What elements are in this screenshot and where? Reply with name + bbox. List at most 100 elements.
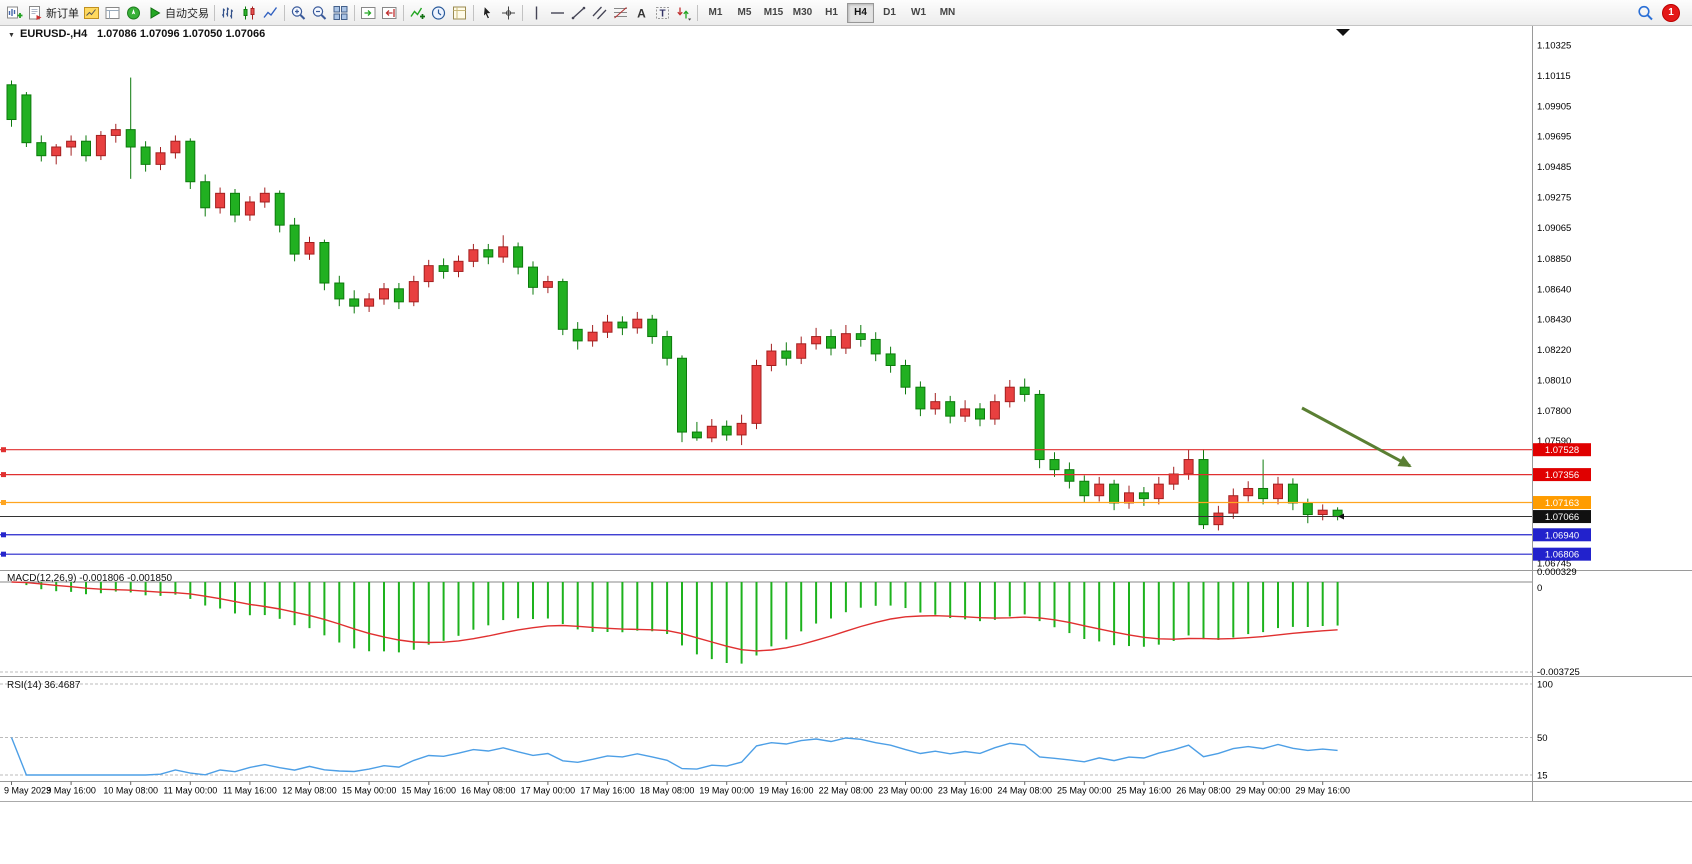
auto-scroll-icon (360, 5, 377, 21)
rsi-axis: 100 50 15 (1537, 680, 1553, 782)
auto-scroll-button[interactable] (358, 3, 379, 23)
scroll-to-end-marker[interactable] (1336, 29, 1350, 36)
data-window-button[interactable] (102, 3, 123, 23)
tile-icon (332, 5, 349, 21)
line-chart-button[interactable] (260, 3, 281, 23)
svg-text:19 May 16:00: 19 May 16:00 (759, 786, 814, 796)
svg-text:-0.003725: -0.003725 (1537, 667, 1580, 678)
timeframe-m5-button[interactable]: M5 (737, 7, 752, 18)
trendline-button[interactable] (568, 3, 589, 23)
order-doc-icon (27, 5, 44, 21)
hline-1.07356[interactable] (0, 472, 1532, 478)
new-chart-button[interactable] (4, 3, 25, 23)
timeframe-mn-button[interactable]: MN (939, 7, 956, 18)
rsi-line (10, 737, 1338, 776)
svg-text:17 May 16:00: 17 May 16:00 (580, 786, 635, 796)
timeframe-h4-button[interactable]: H4 (847, 2, 874, 23)
annotation-arrow[interactable] (1301, 406, 1412, 468)
tile-windows-button[interactable] (330, 3, 351, 23)
bar-chart-button[interactable] (218, 3, 239, 23)
svg-text:15 May 00:00: 15 May 00:00 (342, 786, 397, 796)
navigator-button[interactable] (123, 3, 144, 23)
svg-text:1.08220: 1.08220 (1537, 345, 1571, 356)
toolbar-separator (697, 4, 698, 21)
svg-text:A: A (637, 6, 646, 20)
autotrading-button-label: 自动交易 (165, 7, 209, 20)
arrows-button[interactable] (673, 3, 694, 23)
timeframe-h1-button[interactable]: H1 (825, 7, 838, 18)
periods-button[interactable] (428, 3, 449, 23)
market-icon (83, 5, 100, 21)
bars-icon (220, 5, 237, 21)
channel-button[interactable] (589, 3, 610, 23)
svg-text:10 May 08:00: 10 May 08:00 (103, 786, 158, 796)
timeframe-m30-button[interactable]: M30 (792, 7, 813, 18)
autotrading-button[interactable]: 自动交易 (144, 3, 211, 23)
svg-text:0: 0 (1537, 583, 1542, 594)
price-axis[interactable]: 1.10325 1.10115 1.09905 1.09695 1.09485 1.092… (1537, 41, 1571, 570)
label-button[interactable]: T (652, 3, 673, 23)
svg-text:1.08640: 1.08640 (1537, 284, 1571, 295)
crosshair-icon (500, 5, 517, 21)
toolbar-separator (403, 4, 404, 21)
toolbar-separator (214, 4, 215, 21)
timeframe-m1-button[interactable]: M1 (708, 7, 723, 18)
svg-text:1.07163: 1.07163 (1545, 498, 1579, 509)
svg-text:1.07528: 1.07528 (1545, 445, 1579, 456)
svg-text:1.09275: 1.09275 (1537, 192, 1571, 203)
macd-legend: MACD(12,26,9) -0.001806 -0.001850 (7, 573, 173, 584)
horizontal-line-button[interactable] (547, 3, 568, 23)
svg-text:1.10115: 1.10115 (1537, 71, 1571, 82)
timeframe-m15-button[interactable]: M15 (763, 7, 784, 18)
svg-text:18 May 08:00: 18 May 08:00 (640, 786, 695, 796)
vline-icon (528, 5, 545, 21)
clock-icon (430, 5, 447, 21)
arrows-icon (675, 5, 692, 21)
svg-text:23 May 16:00: 23 May 16:00 (938, 786, 993, 796)
cursor-icon (479, 5, 496, 21)
last-price-marker (1338, 513, 1344, 520)
timeframe-d1-button[interactable]: D1 (883, 7, 896, 18)
new-order-button[interactable]: 新订单 (25, 3, 81, 23)
text-button[interactable]: A (631, 3, 652, 23)
candlestick-chart-button[interactable] (239, 3, 260, 23)
svg-text:12 May 08:00: 12 May 08:00 (282, 786, 337, 796)
svg-text:1.07066: 1.07066 (1545, 512, 1579, 523)
hline-1.06940[interactable] (0, 532, 1532, 538)
new-order-button-label: 新订单 (46, 7, 79, 20)
hline-1.07528[interactable] (0, 447, 1532, 453)
play-icon (146, 5, 163, 21)
price-badge-1.06806: 1.06806 (1533, 547, 1591, 561)
hline-1.07163[interactable] (0, 500, 1532, 506)
vertical-line-button[interactable] (526, 3, 547, 23)
svg-text:11 May 00:00: 11 May 00:00 (163, 786, 217, 796)
svg-text:1.06940: 1.06940 (1545, 530, 1579, 541)
rsi-legend: RSI(14) 36.4687 (7, 680, 81, 691)
svg-text:17 May 00:00: 17 May 00:00 (521, 786, 576, 796)
notification-badge[interactable]: 1 (1662, 3, 1680, 22)
symbol-dropdown-icon[interactable]: ▼ (8, 32, 15, 39)
fibonacci-button[interactable] (610, 3, 631, 23)
chart-shift-button[interactable] (379, 3, 400, 23)
svg-text:1.07356: 1.07356 (1545, 470, 1579, 481)
toolbar-right-group: 1 (1637, 3, 1688, 22)
zoom-in-button[interactable] (288, 3, 309, 23)
indicators-button[interactable] (407, 3, 428, 23)
market-watch-button[interactable] (81, 3, 102, 23)
toolbar-separator (473, 4, 474, 21)
svg-text:16 May 08:00: 16 May 08:00 (461, 786, 516, 796)
crosshair-button[interactable] (498, 3, 519, 23)
svg-text:9 May 16:00: 9 May 16:00 (46, 786, 96, 796)
svg-text:1.10325: 1.10325 (1537, 41, 1571, 52)
timeframe-w1-button[interactable]: W1 (911, 7, 926, 18)
templates-button[interactable] (449, 3, 470, 23)
linechart-icon (262, 5, 279, 21)
hline-icon (549, 5, 566, 21)
hline-1.06806[interactable] (0, 551, 1532, 557)
cursor-button[interactable] (477, 3, 498, 23)
zoom-out-button[interactable] (309, 3, 330, 23)
svg-text:24 May 08:00: 24 May 08:00 (997, 786, 1052, 796)
search-icon[interactable] (1637, 5, 1654, 21)
